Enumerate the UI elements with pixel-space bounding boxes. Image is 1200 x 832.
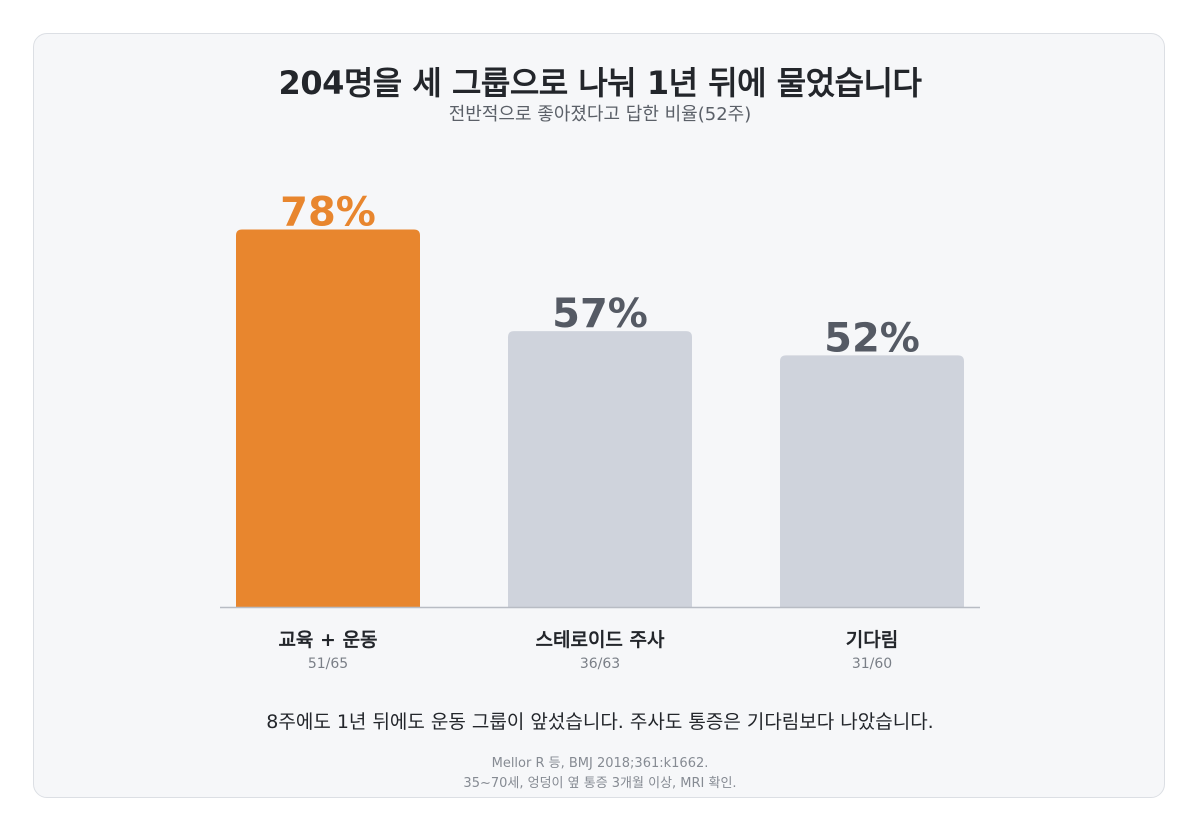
source-line-1: Mellor R 등, BMJ 2018;361:k1662. bbox=[491, 756, 709, 771]
bar-3 bbox=[780, 355, 964, 607]
value-label-3: 52% bbox=[824, 315, 920, 361]
count-label-3: 31/60 bbox=[852, 656, 892, 672]
source-citation: Mellor R 등, BMJ 2018;361:k1662. 35~70세, … bbox=[0, 754, 1200, 794]
category-label-2: 스테로이드 주사 bbox=[536, 629, 665, 651]
bar-2 bbox=[508, 331, 692, 607]
bar-chart: 78% 교육 + 운동 51/65 57% 스테로이드 주사 36/63 52% 기다림 31/… bbox=[220, 189, 980, 672]
count-label-1: 51/65 bbox=[308, 656, 348, 672]
chart-title: 204명을 세 그룹으로 나눠 1년 뒤에 물었습니다 bbox=[278, 64, 922, 102]
source-line-2: 35~70세, 엉덩이 옆 통증 3개월 이상, MRI 확인. bbox=[463, 776, 737, 791]
chart-subtitle: 전반적으로 좋아졌다고 답한 비율(52주) bbox=[448, 104, 752, 125]
count-label-2: 36/63 bbox=[580, 656, 620, 672]
value-label-2: 57% bbox=[552, 291, 648, 337]
value-label-1: 78% bbox=[280, 189, 376, 235]
category-label-1: 교육 + 운동 bbox=[278, 629, 377, 651]
bar-1 bbox=[236, 229, 420, 608]
category-label-3: 기다림 bbox=[846, 629, 898, 651]
chart-note: 8주에도 1년 뒤에도 운동 그룹이 앞섰습니다. 주사도 통증은 기다림보다 … bbox=[266, 711, 934, 733]
